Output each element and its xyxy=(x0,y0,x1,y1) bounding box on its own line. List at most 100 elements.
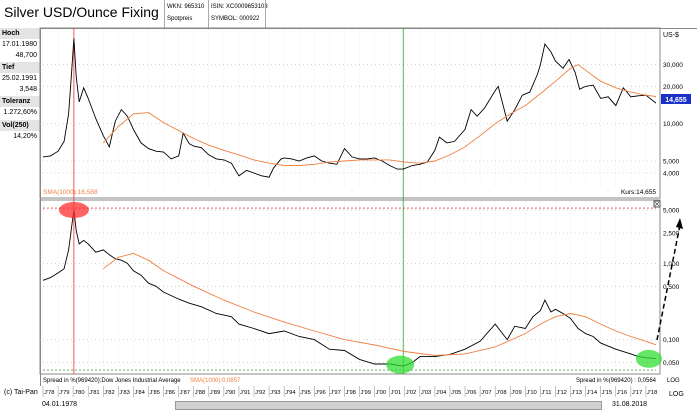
x-tick-label: J'90 xyxy=(225,390,235,396)
x-tick-label: J'91 xyxy=(240,390,250,396)
x-tick-label: J'05 xyxy=(451,390,461,396)
x-tick-label: J'03 xyxy=(421,390,431,396)
symbol-label: SYMBOL: 000922 xyxy=(211,16,260,22)
x-tick-label: J'79 xyxy=(59,390,69,396)
end-date: 31.08.2018 xyxy=(612,401,648,408)
x-tick-label: J'80 xyxy=(74,390,84,396)
y-tick-label: 0,500 xyxy=(663,284,680,291)
y-tick-label: 4,000 xyxy=(663,170,680,177)
x-tick-label: J'10 xyxy=(526,390,536,396)
highlight-markers xyxy=(58,202,662,374)
tief-value: 3,548 xyxy=(19,86,37,93)
wkn-label: WKN: 965310 xyxy=(167,4,205,10)
header-divider xyxy=(208,0,209,28)
x-tick-label: J'16 xyxy=(617,390,627,396)
bottom-panel-frame xyxy=(39,199,661,375)
x-tick-label: J'88 xyxy=(195,390,205,396)
top-grid xyxy=(42,29,656,188)
kurs-label: Kurs:14,655 xyxy=(621,189,656,196)
bottom-spread-value: Spread in %(969420) : 0,0564 xyxy=(576,378,657,384)
y-tick-label: 20,000 xyxy=(663,84,683,91)
current-highlight-marker xyxy=(635,349,662,368)
x-tick-label: J'06 xyxy=(466,390,476,396)
x-tick-label: J'84 xyxy=(134,390,145,396)
x-tick-label: J'04 xyxy=(436,390,447,396)
trend-arrow xyxy=(656,224,681,341)
y-tick-label: 2,500 xyxy=(663,231,680,238)
tief-date: 25.02.1991 xyxy=(1,75,37,82)
y-tick-label: 1,000 xyxy=(663,261,680,268)
y-tick-label: 0,100 xyxy=(663,337,680,344)
bottom-y-axis: 0,050 0,100 0,500 1,000 2,500 5,000 xyxy=(663,208,680,368)
footer-log-label: LOG xyxy=(669,391,684,398)
x-tick-label: J'17 xyxy=(632,390,642,396)
stats-sidebar: Hoch 17.01.1980 48,700 Tief 25.02.1991 3… xyxy=(0,28,41,386)
x-tick-label: J'02 xyxy=(406,390,416,396)
x-tick-label: J'09 xyxy=(511,390,521,396)
isin-label: ISIN: XC0009653103 xyxy=(211,4,268,10)
vol-label: Vol(250) xyxy=(0,120,40,131)
x-tick-label: J'18 xyxy=(647,390,657,396)
x-tick-label: J'96 xyxy=(315,390,325,396)
trend-arrow-head xyxy=(676,218,683,229)
top-panel-frame xyxy=(39,27,661,199)
x-tick-label: J'83 xyxy=(119,390,129,396)
x-tick-label: J'93 xyxy=(270,390,280,396)
x-tick-label: J'97 xyxy=(330,390,340,396)
currency-label: US-$ xyxy=(663,32,679,39)
price-series-line xyxy=(42,38,657,178)
x-tick-label: J'11 xyxy=(541,390,551,396)
x-tick-label: J'95 xyxy=(300,390,310,396)
x-tick-label: J'15 xyxy=(602,390,612,396)
last-price-value: 14,655 xyxy=(665,97,687,104)
x-tick-label: J'92 xyxy=(255,390,265,396)
bottom-spread-label: Spread in %(969420):Dow Jones Industrial… xyxy=(43,378,181,384)
tief-label: Tief xyxy=(0,62,40,73)
x-tick-label: J'82 xyxy=(104,390,114,396)
y-tick-label: 0,050 xyxy=(663,360,680,367)
x-tick-label: J'94 xyxy=(285,390,296,396)
x-tick-label: J'81 xyxy=(89,390,99,396)
x-tick-label: J'99 xyxy=(361,390,371,396)
bottom-series xyxy=(42,209,657,367)
x-tick-label: J'14 xyxy=(587,390,598,396)
x-tick-label: J'01 xyxy=(391,390,401,396)
sma-series-line xyxy=(102,64,657,166)
x-tick-label: J'08 xyxy=(496,390,506,396)
chart-title: Silver USD/Ounce Fixing xyxy=(4,4,159,20)
top-y-axis: 4,000 5,000 10,000 20,000 30,000 xyxy=(663,62,683,177)
x-tick-label: J'89 xyxy=(210,390,220,396)
marker-lines xyxy=(73,28,404,374)
footer: (c) Tai-Pan 04.01.1978 31.08.2018 LOG xyxy=(0,386,697,410)
last-price-badge xyxy=(661,94,691,104)
y-tick-label: 10,000 xyxy=(663,121,683,128)
x-tick-label: J'85 xyxy=(150,390,160,396)
x-axis: J'78 J'79 J'80 J'81 J'82 J'83 J'84 J'85 J'86 J'87… xyxy=(42,386,657,397)
toleranz-label: Toleranz xyxy=(0,96,40,107)
copyright-label: (c) Tai-Pan xyxy=(4,389,38,396)
price-series-line xyxy=(42,209,657,367)
x-tick-label: J'98 xyxy=(345,390,355,396)
x-tick-label: J'13 xyxy=(572,390,582,396)
bottom-grid xyxy=(42,201,656,373)
x-tick-label: J'78 xyxy=(44,390,54,396)
bottom-log-label: LOG xyxy=(667,378,680,384)
header-divider xyxy=(164,0,165,28)
hoch-date: 17.01.1980 xyxy=(1,41,37,48)
x-tick-label: J'00 xyxy=(376,390,386,396)
bottom-sma-label: SMA(1000):0,0857 xyxy=(190,378,241,384)
y-tick-label: 30,000 xyxy=(663,62,683,69)
peak-highlight-marker xyxy=(58,202,89,219)
x-tick-label: J'12 xyxy=(556,390,566,396)
trough-highlight-marker xyxy=(386,355,415,374)
y-tick-label: 5,000 xyxy=(663,208,680,215)
timeline-scrollbar[interactable] xyxy=(175,401,602,410)
x-tick-label: J'07 xyxy=(481,390,491,396)
spotpreis-label: Spotpreis xyxy=(167,16,193,22)
sma-series-line xyxy=(103,252,657,356)
hoch-label: Hoch xyxy=(0,28,40,39)
toleranz-value: 1.272,60% xyxy=(3,109,37,116)
top-sma-label: SMA(1000):16,588 xyxy=(43,189,98,196)
y-tick-label: 5,000 xyxy=(663,158,680,165)
